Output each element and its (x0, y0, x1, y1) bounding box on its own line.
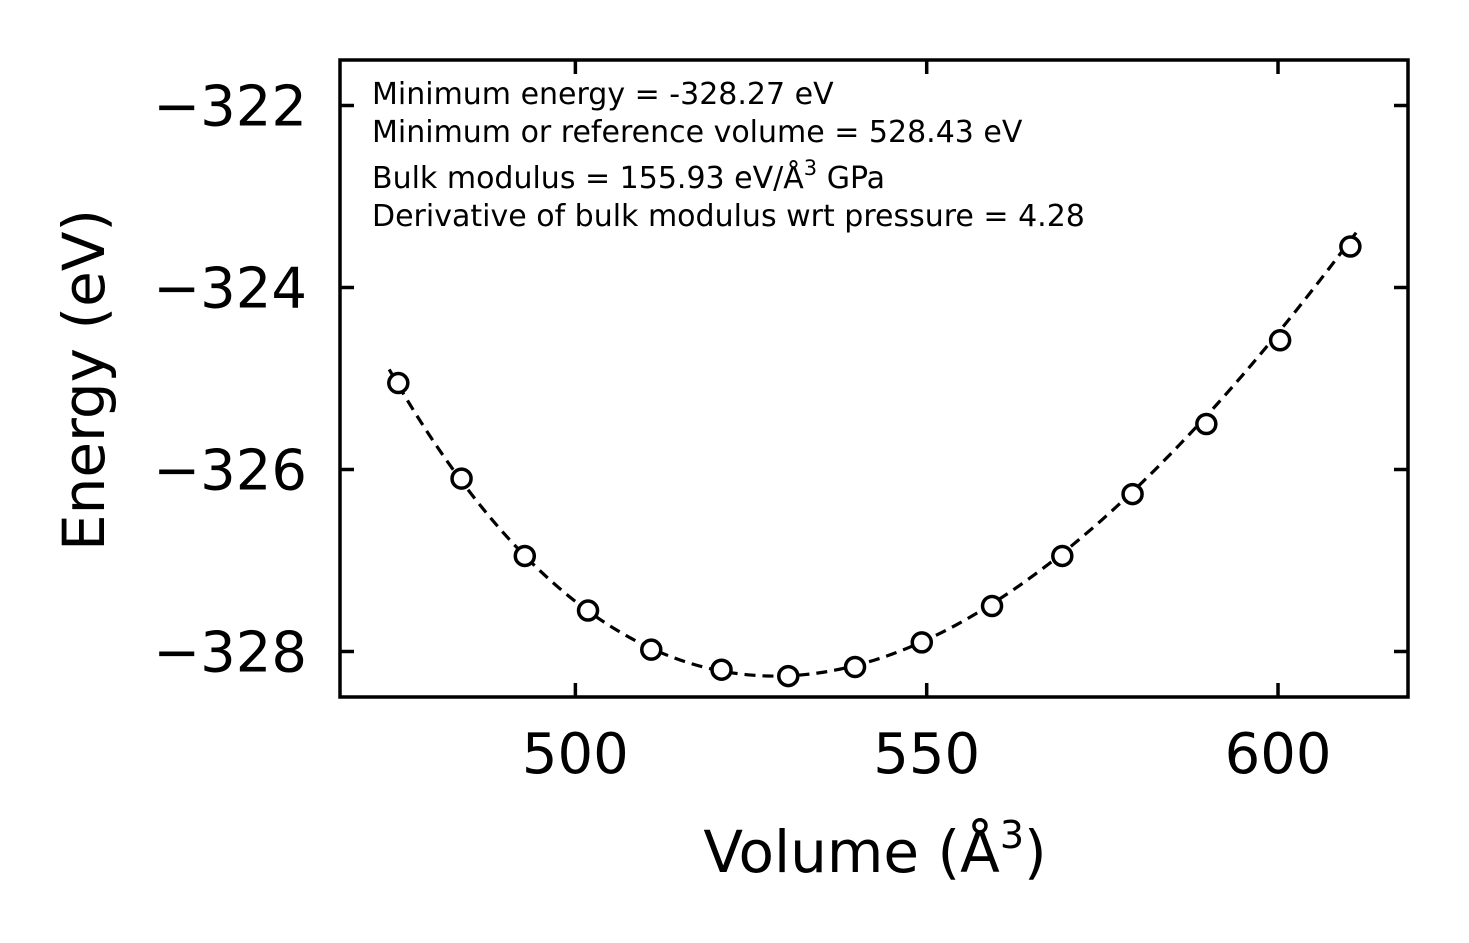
y-axis-label: Energy (eV) (50, 209, 118, 551)
y-tick-label: −322 (153, 75, 307, 140)
y-axis-ticks: −322 −324 −326 −328 (153, 75, 1408, 686)
annotation-bulk-modulus-derivative: Derivative of bulk modulus wrt pressure … (372, 199, 1085, 234)
data-point (980, 594, 1004, 618)
data-point (843, 655, 867, 679)
x-tick-label: 550 (873, 722, 980, 787)
x-tick-label: 600 (1225, 722, 1332, 787)
annotation-bulk-modulus-unit: GPa (817, 161, 885, 196)
annotation-bulk-modulus: Bulk modulus = 155.93 eV/Å3 GPa (372, 156, 885, 196)
y-tick-label: −328 (153, 621, 307, 686)
annotation-bulk-modulus-text: Bulk modulus = 155.93 eV/Å (372, 160, 804, 196)
x-tick-label: 500 (522, 722, 629, 787)
data-point (910, 631, 934, 654)
data-point (1268, 329, 1292, 352)
data-point (777, 664, 800, 688)
data-point (1339, 235, 1362, 258)
x-axis-label-superscript: 3 (1000, 813, 1024, 857)
data-point (1121, 482, 1144, 506)
plot-frame (338, 58, 1410, 699)
x-axis-ticks: 500 550 600 (522, 60, 1332, 787)
data-point (513, 544, 537, 568)
y-tick-label: −326 (153, 439, 307, 504)
x-axis-label-close: ) (1024, 818, 1047, 886)
annotation-minimum-energy: Minimum energy = -328.27 eV (372, 77, 834, 112)
plot-area (387, 228, 1362, 688)
data-point (576, 599, 600, 622)
y-tick-label: −324 (153, 257, 307, 322)
data-point (1195, 412, 1218, 436)
data-point (450, 467, 473, 490)
data-point (710, 658, 733, 681)
data-point (640, 638, 663, 661)
fit-annotations: Minimum energy = -328.27 eV Minimum or r… (372, 77, 1085, 234)
x-axis-label-text: Volume (Å (703, 817, 1000, 886)
data-point (387, 371, 410, 395)
annotation-reference-volume: Minimum or reference volume = 528.43 eV (372, 115, 1023, 150)
x-axis-label: Volume (Å3) (703, 813, 1046, 886)
fit-curve (387, 228, 1361, 678)
data-point (1051, 544, 1074, 568)
annotation-bulk-modulus-superscript: 3 (804, 156, 817, 180)
